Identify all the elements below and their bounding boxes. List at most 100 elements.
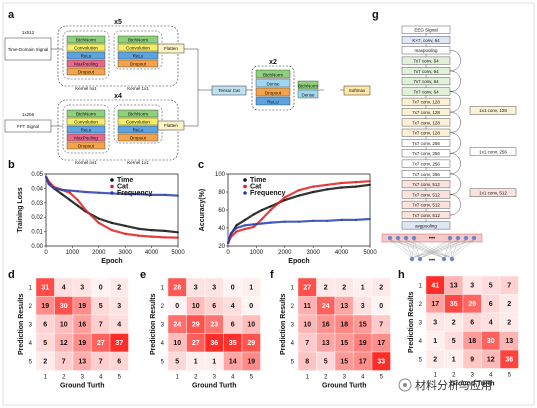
chartB-series-cat-point-4 [68,191,71,194]
hmE-cell-value-2-2: 23 [210,322,218,329]
time-right-dropout-label: Dropout [130,61,147,66]
hmH-cell-value-3-1: 5 [452,338,456,345]
chartB-legend-time-marker [110,178,114,182]
chartB-series-frequency-point-6 [84,191,87,193]
concat-box [211,85,247,96]
hmD-xtick-4: 5 [118,375,122,381]
hmH-cell-value-4-2: 9 [470,357,474,364]
layer-5-label: 7x7 conv, 64 [413,79,439,84]
time-left-maxpooling-label: MaxPooling [74,61,98,66]
hmE-cell-value-1-3: 4 [231,303,235,310]
chartB-series-time-point-7 [97,217,100,220]
dense-node-1 [395,235,401,241]
hmF-xtick-0: 1 [306,375,310,381]
final-dense-label: Dense [301,92,315,97]
hmF-cell-value-0-0: 27 [303,285,311,292]
chartC-series-time-point-13 [369,183,371,186]
time-block-left: BtchNorm Convolution ReLu MaxPooling Dropout [66,35,106,76]
chartB-ytick-label-5: 0.05 [31,172,43,178]
layer-3-label: 7x7 conv, 64 [413,59,439,64]
panel-label-h: h [398,269,405,281]
chartC-xtick-label-5: 5000 [363,250,377,256]
fft-block-left: BtchNorm Convolution ReLu MaxPooling Dropout [66,109,106,150]
hmH-cell-value-2-3: 4 [489,320,493,327]
fft-left-convolution-label: Convolution [74,119,98,124]
chartC-legend-frequency-label: Frequency [250,190,286,197]
chartC-series-time-point-9 [312,191,315,193]
hmF-cell-value-0-1: 2 [324,285,328,292]
hmH-xtick-4: 5 [508,373,512,379]
chartC-series-cat-point-6 [269,209,272,211]
dense-output-bar [381,233,483,243]
chartC-xtick-label-1: 1000 [250,250,264,256]
chartC-xlabel: Epoch [288,258,309,265]
dense-dense-label: Dense [266,81,280,86]
chartB-series-frequency-line [44,176,179,197]
hmF-cell-value-3-3: 19 [359,340,367,347]
hmE-ylabel: Prediction Results [150,293,157,355]
hmH-cell-value-0-3: 5 [489,283,493,290]
net-link-5-0 [411,239,459,259]
hmD-cell-value-0-3: 0 [99,285,103,292]
chartC-series-frequency-point-11 [340,219,343,221]
chartB-xtick-label-1: 1000 [66,250,80,256]
chartC-series-time-point-8 [298,194,300,197]
hmF-xtick-2: 3 [343,375,347,381]
hmF-cell-value-1-3: 3 [361,303,365,310]
chartC-series-time-point-5 [261,209,263,211]
layer-16-label: 7x7 conv, 512 [412,192,440,197]
chartB-series-cat-point-5 [76,199,79,201]
chartC-series-frequency-point-13 [369,218,371,220]
hmE-ytick-2: 3 [161,322,165,328]
chartB-plot-frame [45,173,179,247]
watermark-text: 材料分析与应用 [415,378,492,392]
hmF-ytick-0: 1 [291,285,295,291]
dense-output-dots: ••• [429,236,435,242]
hmH-cell-value-1-0: 17 [431,301,439,308]
fft-left-btchnorm-box [66,109,106,118]
layer-13-label: 7x7 conv, 256 [412,162,440,167]
fft-left-relu-box [66,125,106,134]
shortcut-1-label: 1x1 conv, 256 [479,149,507,154]
hmF-cell-value-0-4: 2 [379,285,383,292]
final-dense-box [297,89,319,99]
hmH-cell-value-0-2: 3 [470,283,474,290]
fft-block-right-frame [113,104,163,144]
hmH-cell-4-4 [499,349,519,369]
chartC-series-frequency-point-10 [326,219,329,222]
chartC-xtick-label-4: 4000 [335,250,349,256]
hmE-cell-4-4 [241,351,261,371]
hmH-cell-value-4-4: 36 [505,357,513,364]
shortcut-1-box [469,147,517,156]
hmE-cell-value-1-0: 0 [175,303,179,310]
time-block-right: BtchNorm Convolution ReLu Dropout [117,35,159,68]
time-right-btchnorm-label: BtchNorm [128,37,148,42]
chartC-series-cat-point-5 [261,218,263,220]
chartC-ytick-label-1: 40 [218,226,225,232]
chartB-series-frequency-point-0 [45,175,47,178]
chartB-series-frequency-point-11 [150,193,153,196]
panel-label-a: a [8,9,15,21]
dense-dense-box [255,78,291,88]
hmE-xtick-3: 4 [231,375,235,381]
fft-input-name: FFT Signal [17,124,39,129]
hmD-cell-value-1-0: 19 [41,303,49,310]
hmD-cell-value-2-1: 10 [60,322,68,329]
chartB-series-cat-point-6 [84,209,87,211]
hmE-cell-value-0-3: 0 [231,285,235,292]
time-kernel-left: Kernel nx1 [75,86,97,91]
layer-15-label: 7x7 conv, 512 [412,182,440,187]
net-link-7-1 [419,239,475,259]
chartC-series-frequency-point-5 [261,222,263,225]
layer-11-label: 7x7 conv, 256 [412,141,440,146]
hmE-cell-value-4-2: 1 [212,359,216,366]
time-input-name: Time-Domain Signal [8,47,49,52]
chartB-ytick-label-1: 0.01 [31,230,43,236]
chartC-series-time-point-12 [354,185,357,188]
fft-left-btchnorm-label: BtchNorm [76,111,96,116]
hmF-xtick-3: 4 [361,375,365,381]
hmE-xtick-1: 2 [194,375,198,381]
hmF-cell-value-1-4: 0 [379,303,383,310]
fft-right-btchnorm-box [117,109,159,118]
